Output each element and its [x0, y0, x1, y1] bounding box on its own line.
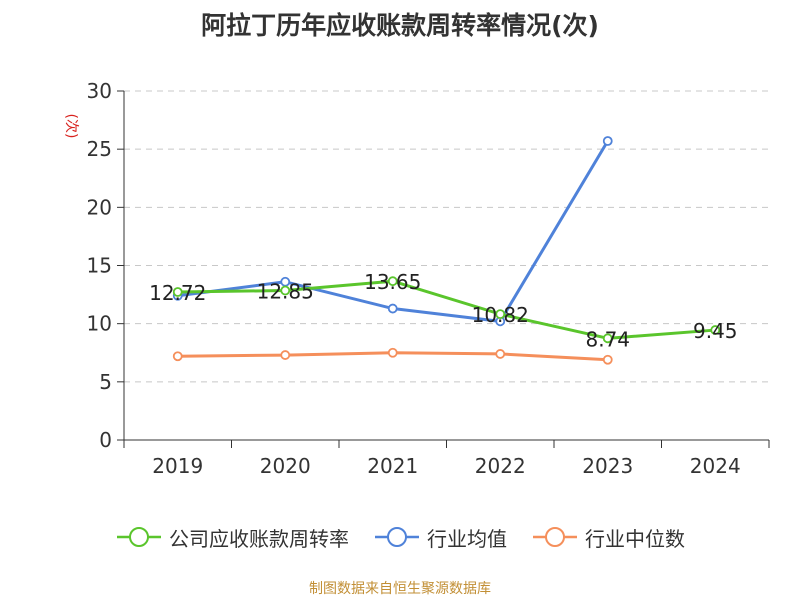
data-point[interactable] — [387, 276, 398, 287]
data-point[interactable] — [602, 354, 613, 365]
legend-marker-icon — [375, 527, 419, 547]
x-tick-label: 2020 — [260, 454, 311, 478]
series-line — [177, 279, 716, 340]
y-tick-label: 25 — [87, 137, 112, 161]
legend-item[interactable]: 公司应收账款周转率 — [115, 523, 349, 552]
data-label: 8.74 — [585, 327, 630, 351]
y-tick-label: 10 — [87, 312, 112, 336]
chart-title: 阿拉丁历年应收账款周转率情况(次) — [201, 11, 599, 40]
legend-marker-icon — [117, 527, 161, 547]
x-tick-label: 2019 — [152, 454, 203, 478]
data-point[interactable] — [602, 136, 613, 146]
source-note: 制图数据来自恒生聚源数据库 — [309, 581, 491, 597]
data-label: 12.85 — [257, 280, 314, 304]
legend-label: 行业均值 — [427, 526, 507, 551]
y-tick-label: 20 — [87, 195, 112, 219]
data-label: 12.72 — [149, 281, 206, 305]
y-tick-label: 30 — [87, 79, 112, 103]
data-point[interactable] — [602, 333, 613, 344]
data-point[interactable] — [172, 287, 183, 297]
y-tick-label: 15 — [87, 254, 112, 278]
y-tick-label: 5 — [99, 370, 112, 394]
data-point[interactable] — [710, 325, 721, 335]
data-point[interactable] — [280, 350, 291, 360]
x-tick-label: 2024 — [690, 454, 741, 478]
data-point[interactable] — [495, 349, 506, 359]
chart-legend: 公司应收账款周转率 行业均值 行业中位数 — [0, 520, 800, 554]
legend-label: 行业中位数 — [585, 526, 685, 551]
data-point[interactable] — [387, 347, 398, 358]
x-tick-label: 2021 — [367, 454, 418, 478]
y-tick-label: 0 — [99, 428, 112, 452]
legend-label: 公司应收账款周转率 — [169, 526, 349, 551]
data-point[interactable] — [172, 351, 183, 362]
data-label: 10.82 — [472, 303, 529, 327]
data-point[interactable] — [280, 285, 291, 296]
data-label: 13.65 — [364, 270, 421, 294]
x-tick-label: 2023 — [582, 454, 633, 478]
chart-area: 0 5 10 15 20 25 30 2019 2020 2021 2022 2023 2024 (次) 1… — [63, 79, 770, 478]
data-point[interactable] — [387, 303, 398, 314]
legend-item[interactable]: 行业中位数 — [531, 523, 685, 552]
data-point[interactable] — [495, 309, 506, 320]
y-axis-label: (次) — [63, 114, 79, 139]
legend-marker-icon — [533, 527, 577, 547]
x-tick-label: 2022 — [475, 454, 526, 478]
legend-item[interactable]: 行业均值 — [373, 523, 507, 552]
series-line — [177, 140, 610, 323]
data-label: 9.45 — [693, 319, 738, 343]
